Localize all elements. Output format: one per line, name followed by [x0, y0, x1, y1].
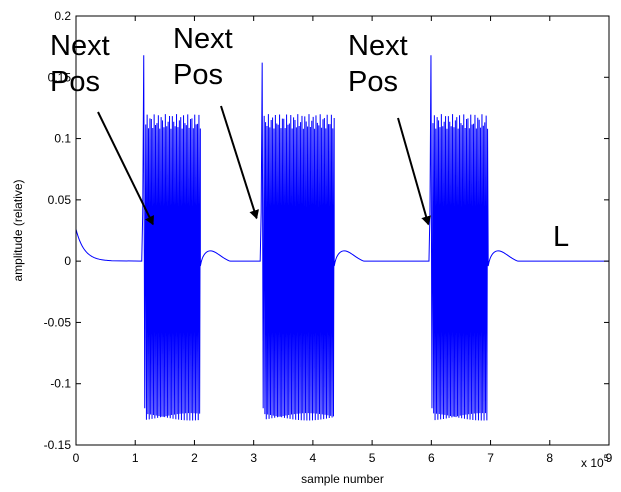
y-tick-label: 0.1 — [54, 132, 71, 146]
y-tick-label: -0.05 — [44, 315, 72, 329]
y-tick-label: 0 — [64, 254, 71, 268]
y-tick-label: 0.15 — [48, 70, 72, 84]
x-tick-label: 3 — [250, 451, 257, 465]
series-layer — [75, 55, 609, 421]
x-exponent-label: x 105 — [581, 453, 609, 470]
y-tick-label: 0.05 — [48, 193, 72, 207]
y-tick-label: -0.1 — [50, 377, 71, 391]
y-tick-label: -0.15 — [44, 438, 72, 452]
annotation-text: Next — [173, 23, 233, 55]
annotation-arrow — [397, 117, 431, 226]
x-exponent-base: x 10 — [581, 456, 604, 470]
x-tick-label: 5 — [369, 451, 376, 465]
x-tick-label: 1 — [132, 451, 139, 465]
x-tick-label: 8 — [546, 451, 553, 465]
annotation-text: Pos — [348, 66, 398, 98]
x-exponent-power: 5 — [604, 453, 609, 463]
annotation-arrow — [97, 111, 154, 226]
y-tick-label: 0.2 — [54, 9, 71, 23]
x-tick-label: 4 — [310, 451, 317, 465]
x-tick-label: 9 — [606, 451, 613, 465]
x-tick-label: 2 — [191, 451, 198, 465]
annotation-text: Pos — [50, 66, 100, 98]
x-tick-label: 7 — [487, 451, 494, 465]
annotation: L — [553, 221, 569, 253]
y-axis-label: amplitude (relative) — [11, 179, 25, 281]
annotation-text: Next — [348, 30, 408, 62]
x-tick-label: 6 — [428, 451, 435, 465]
annotation-arrow — [220, 105, 259, 220]
ticks-layer: 0 1 2 3 4 5 6 7 8 9 -0.15 -0.1 -0.05 0 0.05 0.1 0.15 0.2 — [44, 9, 613, 465]
annotation: Next Pos — [50, 30, 154, 226]
annotation: Next Pos — [348, 30, 431, 226]
plot-frame — [75, 15, 610, 446]
x-tick-label: 0 — [73, 451, 80, 465]
annotation-layer: Next Pos Next Pos Next Pos L — [50, 23, 569, 253]
annotation-text: L — [553, 221, 569, 253]
annotation-text: Next — [50, 30, 110, 62]
signal-line — [75, 55, 609, 421]
x-axis-label: sample number — [301, 472, 384, 486]
annotation: Next Pos — [173, 23, 259, 220]
annotation-text: Pos — [173, 59, 223, 91]
